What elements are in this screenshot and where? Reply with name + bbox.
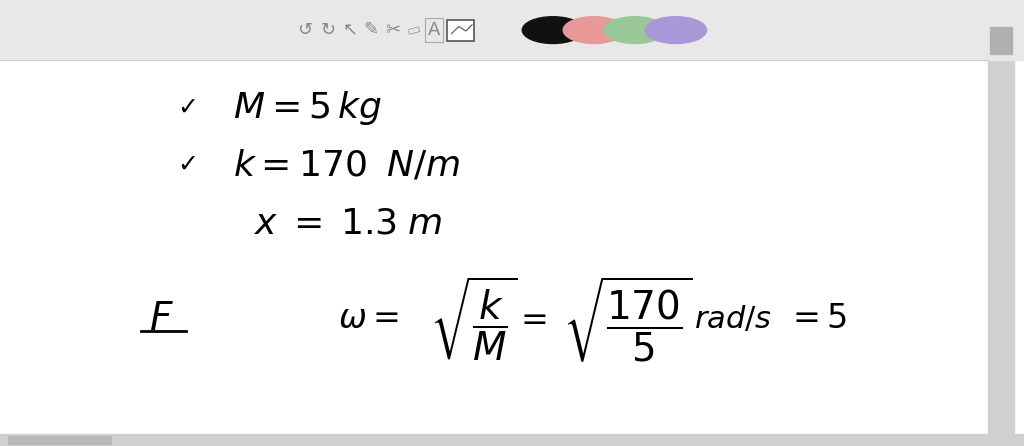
Text: $\sqrt{\dfrac{170}{5}}$: $\sqrt{\dfrac{170}{5}}$: [563, 274, 692, 364]
Text: ✓: ✓: [177, 153, 198, 177]
Circle shape: [522, 17, 584, 44]
Text: ↺: ↺: [298, 21, 312, 39]
Circle shape: [604, 17, 666, 44]
Text: ✎: ✎: [364, 21, 378, 39]
Circle shape: [645, 17, 707, 44]
Text: ✓: ✓: [177, 96, 198, 120]
Bar: [990, 27, 1012, 54]
FancyBboxPatch shape: [447, 20, 474, 41]
Text: $\mathit{M = 5\,kg}$: $\mathit{M = 5\,kg}$: [233, 89, 382, 127]
Text: $\mathit{F}$: $\mathit{F}$: [150, 300, 174, 338]
Text: $=$: $=$: [514, 302, 547, 335]
Bar: [988, 0, 1014, 433]
Bar: [0, 434, 1024, 446]
Text: $\mathit{\omega} =$: $\mathit{\omega} =$: [338, 302, 398, 335]
Text: ↻: ↻: [321, 21, 335, 39]
Text: $\mathit{x \;=\; 1.3\;m}$: $\mathit{x \;=\; 1.3\;m}$: [254, 206, 442, 240]
Text: $\mathit{rad/s}$: $\mathit{rad/s}$: [694, 304, 772, 334]
Text: $\sqrt{\dfrac{k}{M}}$: $\sqrt{\dfrac{k}{M}}$: [430, 274, 518, 363]
Bar: [8, 436, 111, 444]
Text: $\mathit{k = 170\;\;N/m}$: $\mathit{k = 170\;\;N/m}$: [233, 148, 461, 182]
Text: ✂: ✂: [386, 21, 400, 39]
Circle shape: [563, 17, 625, 44]
Text: A: A: [428, 21, 440, 39]
Text: ↖: ↖: [343, 21, 357, 39]
Text: ▭: ▭: [404, 21, 423, 39]
Text: $= 5$: $= 5$: [786, 302, 848, 335]
Bar: [0, 0, 1024, 60]
